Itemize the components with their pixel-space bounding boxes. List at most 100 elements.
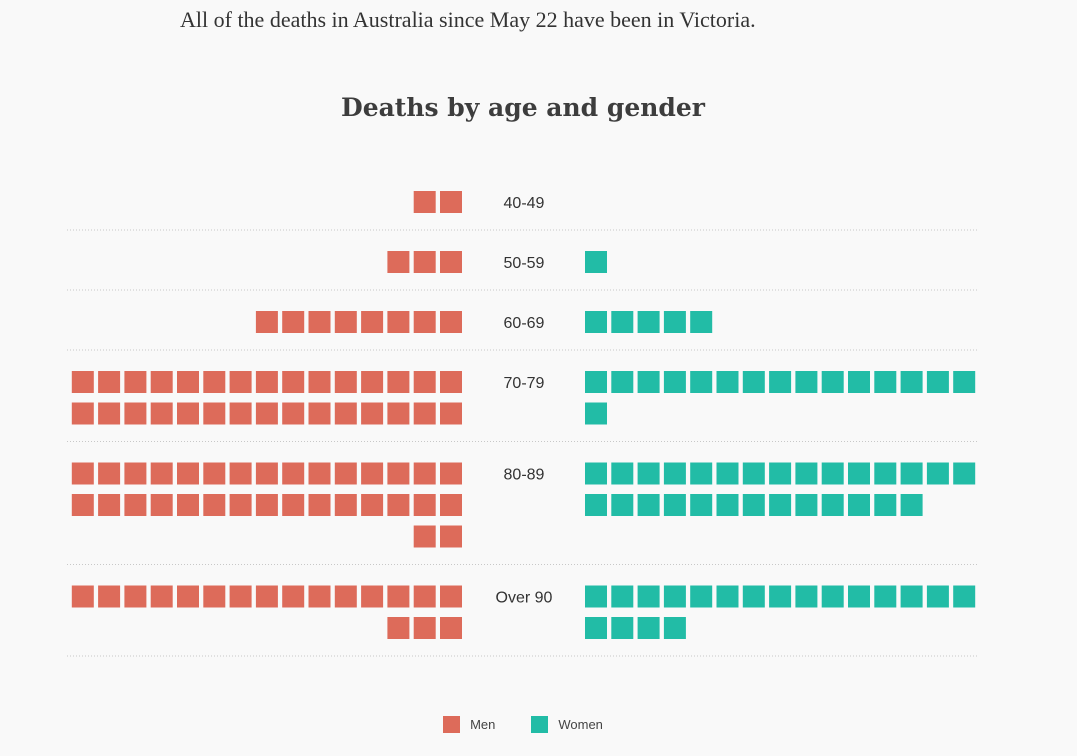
age-label-40-49: 40-49 xyxy=(504,195,545,212)
men-square xyxy=(177,402,199,425)
women-square xyxy=(585,311,607,333)
women-square xyxy=(585,402,607,425)
men-square xyxy=(440,525,462,548)
men-square xyxy=(203,462,226,485)
men-square xyxy=(334,402,357,425)
men-square xyxy=(98,371,121,393)
men-square xyxy=(203,371,226,393)
women-square xyxy=(585,585,607,608)
men-square xyxy=(150,462,173,485)
women-square xyxy=(900,585,923,608)
women-square xyxy=(585,371,607,393)
men-square xyxy=(203,402,226,425)
women-square xyxy=(637,585,660,608)
men-square xyxy=(361,494,384,516)
men-square xyxy=(71,371,94,393)
women-square xyxy=(795,494,818,516)
men-square xyxy=(413,402,436,425)
women-square xyxy=(874,462,897,485)
women-square xyxy=(663,494,686,516)
men-square xyxy=(413,525,436,548)
women-square xyxy=(848,371,870,393)
men-square xyxy=(387,617,410,639)
women-square xyxy=(742,494,765,516)
women-square xyxy=(926,462,949,485)
women-square xyxy=(663,585,686,608)
men-square xyxy=(177,494,199,516)
men-square xyxy=(334,462,357,485)
women-square xyxy=(663,462,686,485)
women-square xyxy=(742,462,765,485)
men-square xyxy=(440,617,462,639)
men-square xyxy=(440,402,462,425)
men-square xyxy=(387,251,410,273)
women-square xyxy=(926,371,949,393)
women-square xyxy=(769,462,792,485)
women-square xyxy=(874,371,897,393)
age-label-60-69: 60-69 xyxy=(504,315,545,332)
men-square xyxy=(308,494,331,516)
men-square xyxy=(308,585,331,608)
men-square xyxy=(334,494,357,516)
men-square xyxy=(150,402,173,425)
women-square xyxy=(611,462,634,485)
men-square xyxy=(229,585,252,608)
women-square xyxy=(953,371,976,393)
men-square xyxy=(71,462,94,485)
women-square xyxy=(663,311,686,333)
women-square xyxy=(716,494,739,516)
women-square xyxy=(611,371,634,393)
legend-swatch-men xyxy=(443,716,461,733)
women-square xyxy=(637,494,660,516)
legend-label-women: Women xyxy=(558,717,603,732)
men-square xyxy=(413,371,436,393)
women-square xyxy=(690,462,713,485)
women-square xyxy=(769,494,792,516)
men-square xyxy=(413,311,436,333)
men-square xyxy=(334,371,357,393)
age-label-70-79: 70-79 xyxy=(504,375,545,392)
legend-item-women: Women xyxy=(531,716,603,733)
women-square xyxy=(874,585,897,608)
men-square xyxy=(282,585,305,608)
men-square xyxy=(203,585,226,608)
women-square xyxy=(690,585,713,608)
women-square xyxy=(742,371,765,393)
women-square xyxy=(611,311,634,333)
men-square xyxy=(413,462,436,485)
men-square xyxy=(229,371,252,393)
men-square xyxy=(255,585,278,608)
men-square xyxy=(177,585,199,608)
women-square xyxy=(848,585,870,608)
men-square xyxy=(308,311,331,333)
women-square xyxy=(848,494,870,516)
men-square xyxy=(229,402,252,425)
men-square xyxy=(413,617,436,639)
men-square xyxy=(124,462,147,485)
men-square xyxy=(203,494,226,516)
women-square xyxy=(821,371,844,393)
men-square xyxy=(124,402,147,425)
women-square xyxy=(585,617,607,639)
women-square xyxy=(953,462,976,485)
men-square xyxy=(98,402,121,425)
women-square xyxy=(611,617,634,639)
men-square xyxy=(255,371,278,393)
men-square xyxy=(387,402,410,425)
men-square xyxy=(413,251,436,273)
men-square xyxy=(361,371,384,393)
men-square xyxy=(282,371,305,393)
women-square xyxy=(585,494,607,516)
men-square xyxy=(150,585,173,608)
men-square xyxy=(124,371,147,393)
men-square xyxy=(387,462,410,485)
men-square xyxy=(150,494,173,516)
men-square xyxy=(71,402,94,425)
chart-title: Deaths by age and gender xyxy=(341,93,705,122)
men-square xyxy=(440,251,462,273)
men-square xyxy=(413,191,436,213)
men-square xyxy=(361,585,384,608)
women-square xyxy=(821,462,844,485)
men-square xyxy=(282,462,305,485)
